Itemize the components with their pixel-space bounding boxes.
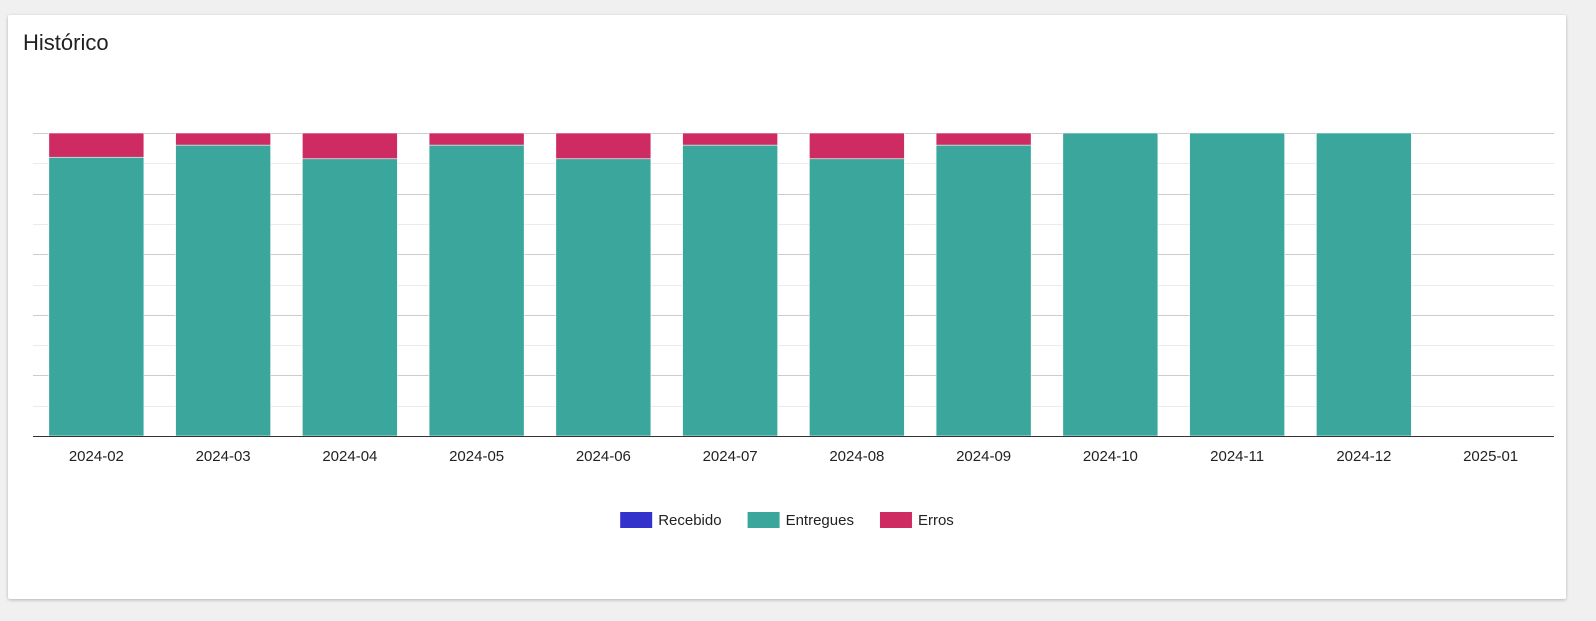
bar-erros-2024-06[interactable]: [555, 132, 652, 160]
bar-entregues-2024-03[interactable]: [175, 144, 271, 437]
history-chart: 2024-02 2024-03 2024-04 2024-05 2024-06 2024-…: [33, 132, 1554, 529]
x-tick-label: 2024-05: [449, 448, 504, 465]
bar-entregues-2024-08[interactable]: [809, 158, 905, 437]
bar-entregues-2024-09[interactable]: [935, 144, 1032, 437]
bar-erros-2024-07[interactable]: [682, 132, 778, 146]
x-tick-label: 2024-07: [703, 448, 758, 465]
bar-entregues-2024-07[interactable]: [682, 144, 778, 437]
legend-label: Erros: [918, 512, 954, 529]
legend: Recebido Entregues Erros: [620, 512, 954, 529]
history-card: Histórico 2024-02 2024-03 2024-04 2024-05 20…: [8, 15, 1566, 599]
legend-item-recebido[interactable]: Recebido: [620, 512, 722, 529]
bar-erros-2024-09[interactable]: [935, 132, 1032, 146]
bar-entregues-2024-12[interactable]: [1316, 132, 1412, 437]
x-tick-label: 2024-06: [576, 448, 631, 465]
x-tick-label: 2025-01: [1463, 448, 1518, 465]
legend-label: Entregues: [786, 512, 854, 529]
legend-swatch: [879, 512, 912, 528]
x-tick-label: 2024-02: [69, 448, 124, 465]
bar-entregues-2024-02[interactable]: [48, 156, 145, 437]
x-axis-tick-labels: 2024-02 2024-03 2024-04 2024-05 2024-06 2024-…: [69, 448, 1518, 465]
x-tick-label: 2024-12: [1336, 448, 1391, 465]
bar-entregues-2024-10[interactable]: [1062, 132, 1159, 437]
bar-entregues-2024-04[interactable]: [302, 158, 398, 437]
bar-erros-2024-05[interactable]: [428, 132, 525, 146]
bar-erros-2024-03[interactable]: [175, 132, 271, 146]
bar-erros-2024-04[interactable]: [302, 132, 398, 160]
bar-entregues-2024-06[interactable]: [555, 158, 652, 437]
legend-swatch: [747, 512, 780, 528]
legend-item-entregues[interactable]: Entregues: [747, 512, 854, 529]
bars: [48, 132, 1412, 437]
x-tick-label: 2024-04: [322, 448, 377, 465]
bar-entregues-2024-05[interactable]: [428, 144, 525, 437]
x-tick-label: 2024-10: [1083, 448, 1138, 465]
legend-swatch: [620, 512, 653, 528]
legend-label: Recebido: [658, 512, 721, 529]
card-title: Histórico: [23, 30, 109, 55]
grid-lines: [33, 133, 1554, 407]
bar-erros-2024-08[interactable]: [809, 132, 905, 160]
x-tick-label: 2024-03: [196, 448, 251, 465]
legend-item-erros[interactable]: Erros: [879, 512, 954, 529]
x-tick-label: 2024-11: [1210, 448, 1264, 465]
x-tick-label: 2024-09: [956, 448, 1011, 465]
x-tick-label: 2024-08: [829, 448, 884, 465]
bar-entregues-2024-11[interactable]: [1189, 132, 1285, 437]
bar-erros-2024-02[interactable]: [48, 132, 145, 158]
